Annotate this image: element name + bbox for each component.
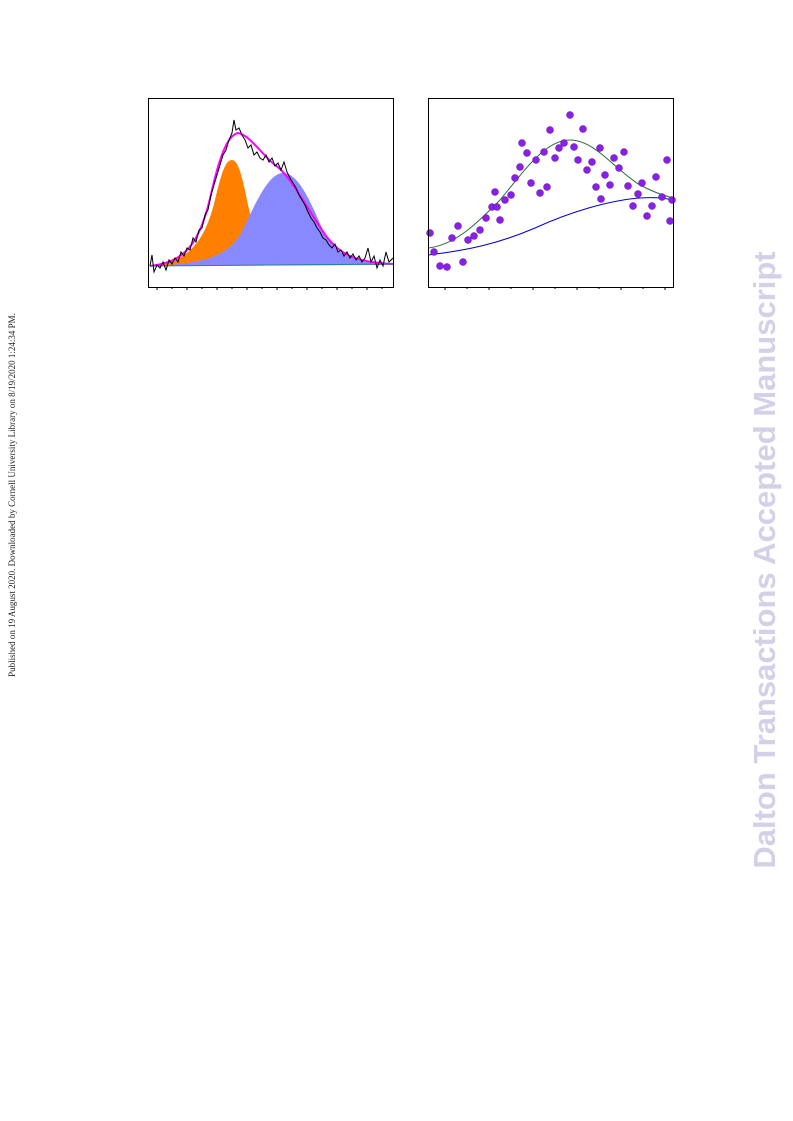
frame: [148, 98, 394, 288]
right-panel: [426, 98, 676, 290]
axis-ticks: [156, 287, 383, 290]
figure: [148, 98, 676, 290]
baseline: [149, 263, 394, 267]
left-panel: [148, 98, 394, 290]
watermark: Dalton Transactions Accepted Manuscript: [747, 251, 782, 869]
axis-ticks: [444, 287, 666, 290]
frame: [428, 98, 674, 288]
scatter-points: [426, 111, 676, 271]
noisy-trace: [149, 119, 394, 274]
blue-peak: [150, 173, 393, 266]
download-note: Published on 19 August 2020. Downloaded …: [7, 313, 17, 677]
blue-fit: [427, 197, 674, 256]
orange-peak: [150, 160, 300, 266]
